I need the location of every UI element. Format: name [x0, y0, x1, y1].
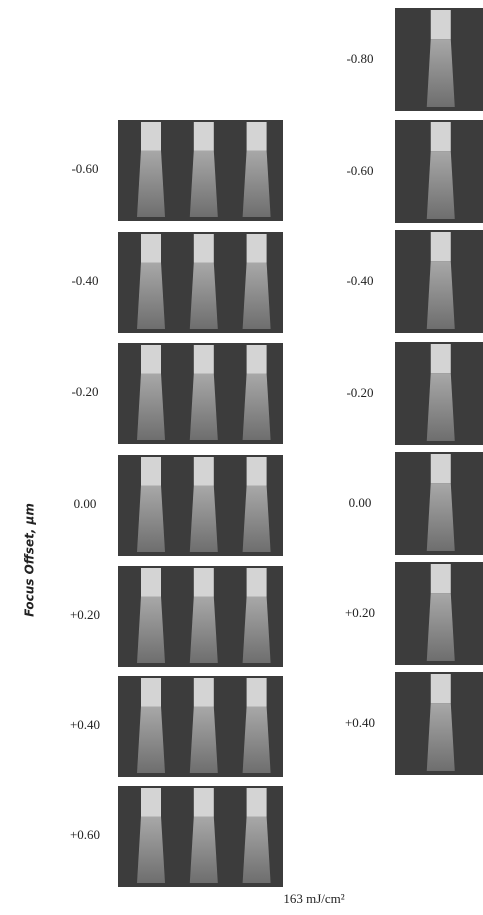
pillar-top [193, 568, 214, 597]
focus-label: 0.00 [74, 496, 97, 511]
pillar-top [193, 122, 214, 151]
pillar-body [137, 706, 165, 773]
focus-label: +0.20 [70, 607, 100, 622]
pillar-body [242, 150, 271, 217]
pillar-top [430, 122, 451, 152]
pillar-top [246, 345, 267, 374]
focus-label: +0.40 [345, 715, 375, 730]
sem-image [118, 566, 283, 667]
pillar-body [426, 593, 455, 661]
pillar-top [430, 674, 451, 704]
pillar-body [426, 261, 455, 329]
pillar-body [189, 262, 218, 329]
pillar-body [189, 373, 218, 440]
pillar-top [246, 234, 267, 263]
sem-image [118, 455, 283, 556]
sem-image [395, 8, 483, 111]
pillar-top [430, 564, 451, 594]
focus-label: +0.60 [70, 827, 100, 842]
pillar-top [193, 234, 214, 263]
pillar-body [426, 483, 455, 551]
sem-image [118, 120, 283, 221]
pillar-body [242, 485, 271, 552]
pillar-top [141, 457, 161, 486]
pillar-body [189, 150, 218, 217]
sem-image [395, 230, 483, 333]
pillar-body [137, 596, 165, 663]
pillar-body [426, 703, 455, 771]
pillar-body [426, 373, 455, 441]
pillar-top [193, 457, 214, 486]
pillar-body [242, 596, 271, 663]
sem-image [118, 786, 283, 887]
pillar-body [137, 816, 165, 883]
pillar-body [426, 151, 455, 219]
focus-label: -0.80 [346, 51, 373, 66]
pillar-body [137, 485, 165, 552]
pillar-top [430, 454, 451, 484]
pillar-body [242, 816, 271, 883]
sem-image [395, 452, 483, 555]
pillar-body [242, 706, 271, 773]
pillar-body [189, 485, 218, 552]
pillar-body [242, 262, 271, 329]
pillar-top [246, 568, 267, 597]
pillar-body [137, 262, 165, 329]
pillar-top [246, 788, 267, 817]
pillar-top [141, 788, 161, 817]
pillar-body [189, 596, 218, 663]
sem-image [118, 232, 283, 333]
pillar-top [430, 232, 451, 262]
pillar-top [246, 457, 267, 486]
pillar-top [193, 345, 214, 374]
pillar-body [189, 816, 218, 883]
focus-label: -0.20 [71, 384, 98, 399]
focus-label: -0.60 [71, 161, 98, 176]
sem-image [395, 342, 483, 445]
pillar-top [246, 122, 267, 151]
focus-label: 0.00 [349, 495, 372, 510]
pillar-top [141, 568, 161, 597]
focus-label: -0.60 [346, 163, 373, 178]
pillar-body [137, 373, 165, 440]
pillar-top [141, 678, 161, 707]
pillar-top [430, 10, 451, 40]
pillar-top [193, 678, 214, 707]
axis-label: Focus Offset, μm [23, 503, 37, 617]
sem-image [395, 562, 483, 665]
focus-label: +0.40 [70, 717, 100, 732]
focus-label: -0.40 [346, 273, 373, 288]
sem-image [395, 672, 483, 775]
sem-image [118, 676, 283, 777]
focus-label: -0.40 [71, 273, 98, 288]
focus-label: +0.20 [345, 605, 375, 620]
pillar-top [193, 788, 214, 817]
pillar-body [242, 373, 271, 440]
sem-image [395, 120, 483, 223]
pillar-top [141, 345, 161, 374]
pillar-body [426, 39, 455, 107]
pillar-top [141, 234, 161, 263]
pillar-top [141, 122, 161, 151]
pillar-top [430, 344, 451, 374]
pillar-body [137, 150, 165, 217]
focus-label: -0.20 [346, 385, 373, 400]
dose-label: 163 mJ/cm² [283, 891, 344, 906]
pillar-body [189, 706, 218, 773]
pillar-top [246, 678, 267, 707]
sem-image [118, 343, 283, 444]
